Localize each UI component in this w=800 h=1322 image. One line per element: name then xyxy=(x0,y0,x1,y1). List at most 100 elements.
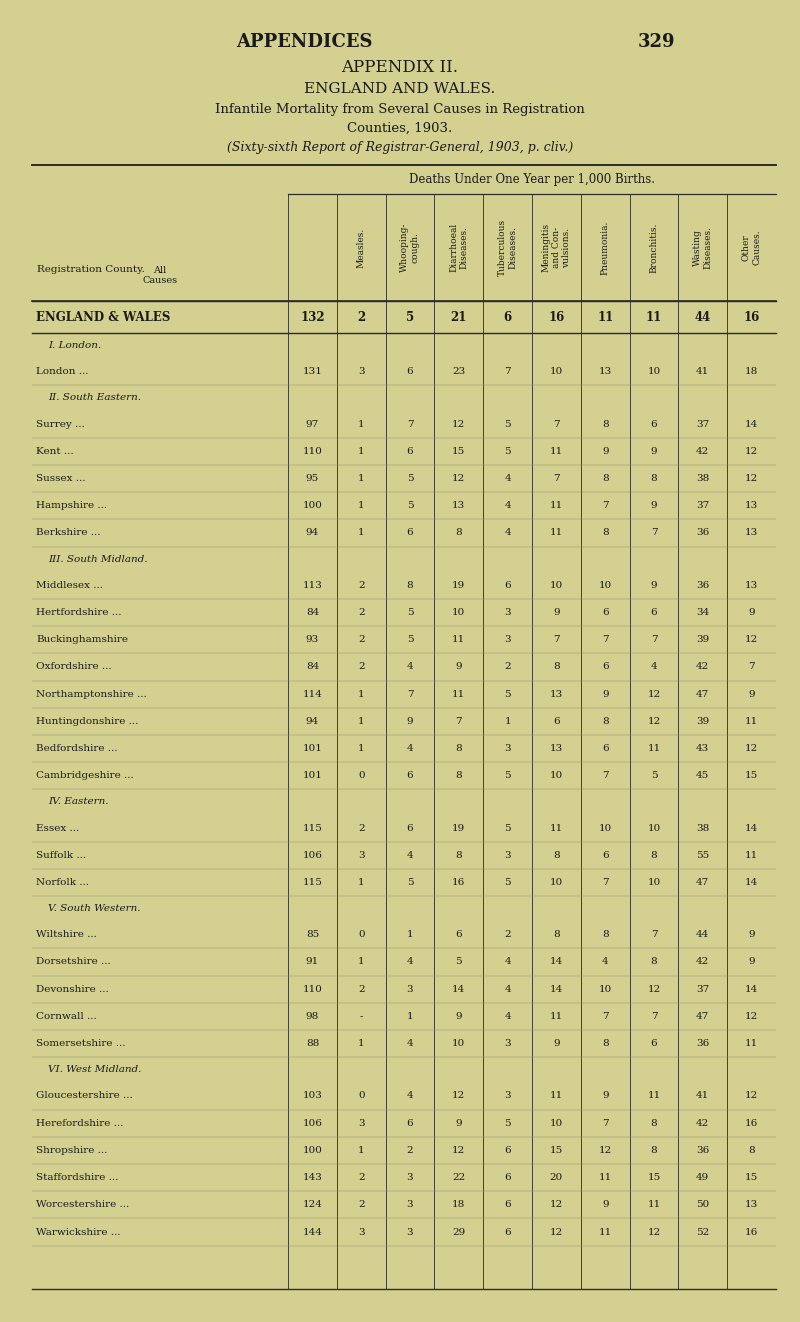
Text: 10: 10 xyxy=(550,1118,563,1128)
Text: 4: 4 xyxy=(504,501,511,510)
Text: 113: 113 xyxy=(302,580,322,590)
Text: 85: 85 xyxy=(306,931,319,939)
Text: 6: 6 xyxy=(553,717,560,726)
Text: 16: 16 xyxy=(548,311,565,324)
Text: Warwickshire ...: Warwickshire ... xyxy=(36,1228,121,1236)
Text: Buckinghamshire: Buckinghamshire xyxy=(36,635,128,644)
Text: 42: 42 xyxy=(696,447,710,456)
Text: 11: 11 xyxy=(550,824,563,833)
Text: Surrey ...: Surrey ... xyxy=(36,419,85,428)
Text: 8: 8 xyxy=(748,1146,755,1155)
Text: Wiltshire ...: Wiltshire ... xyxy=(36,931,97,939)
Text: 7: 7 xyxy=(553,635,560,644)
Text: Measles.: Measles. xyxy=(357,227,366,267)
Text: 4: 4 xyxy=(602,957,609,966)
Text: II. South Eastern.: II. South Eastern. xyxy=(48,394,141,402)
Text: Herefordshire ...: Herefordshire ... xyxy=(36,1118,123,1128)
Text: 0: 0 xyxy=(358,1092,365,1100)
Text: Registration County.: Registration County. xyxy=(37,264,145,274)
Text: 12: 12 xyxy=(745,1011,758,1021)
Text: 1: 1 xyxy=(358,529,365,538)
Text: Hampshire ...: Hampshire ... xyxy=(36,501,107,510)
Text: 1: 1 xyxy=(358,501,365,510)
Text: 7: 7 xyxy=(553,475,560,483)
Text: 1: 1 xyxy=(504,717,511,726)
Text: VI. West Midland.: VI. West Midland. xyxy=(48,1066,142,1075)
Text: 11: 11 xyxy=(598,1228,612,1236)
Text: 5: 5 xyxy=(504,824,511,833)
Text: 2: 2 xyxy=(358,608,365,617)
Text: 12: 12 xyxy=(550,1228,563,1236)
Text: 84: 84 xyxy=(306,608,319,617)
Text: 3: 3 xyxy=(358,1118,365,1128)
Text: 1: 1 xyxy=(358,878,365,887)
Text: 101: 101 xyxy=(302,744,322,754)
Text: 12: 12 xyxy=(550,1200,563,1210)
Text: 20: 20 xyxy=(550,1173,563,1182)
Text: 7: 7 xyxy=(553,419,560,428)
Text: 12: 12 xyxy=(745,447,758,456)
Text: 329: 329 xyxy=(638,33,674,52)
Text: Whooping-
cough.: Whooping- cough. xyxy=(400,223,420,272)
Text: 115: 115 xyxy=(302,824,322,833)
Text: 95: 95 xyxy=(306,475,319,483)
Text: 11: 11 xyxy=(646,311,662,324)
Text: Devonshire ...: Devonshire ... xyxy=(36,985,109,994)
Text: 131: 131 xyxy=(302,368,322,377)
Text: 7: 7 xyxy=(650,529,658,538)
Text: 10: 10 xyxy=(550,878,563,887)
Text: 44: 44 xyxy=(694,311,711,324)
Text: 9: 9 xyxy=(553,608,560,617)
Text: 6: 6 xyxy=(650,608,658,617)
Text: 2: 2 xyxy=(504,931,511,939)
Text: 2: 2 xyxy=(358,635,365,644)
Text: 6: 6 xyxy=(602,851,609,859)
Text: 11: 11 xyxy=(647,1092,661,1100)
Text: 2: 2 xyxy=(358,662,365,672)
Text: 9: 9 xyxy=(406,717,414,726)
Text: 37: 37 xyxy=(696,419,710,428)
Text: Infantile Mortality from Several Causes in Registration: Infantile Mortality from Several Causes … xyxy=(215,103,585,116)
Text: Other
Causes.: Other Causes. xyxy=(742,230,762,266)
Text: 9: 9 xyxy=(748,931,755,939)
Text: 5: 5 xyxy=(504,771,511,780)
Text: 15: 15 xyxy=(745,1173,758,1182)
Text: IV. Eastern.: IV. Eastern. xyxy=(48,797,109,806)
Text: 19: 19 xyxy=(452,580,466,590)
Text: 42: 42 xyxy=(696,1118,710,1128)
Text: 9: 9 xyxy=(650,501,658,510)
Text: 12: 12 xyxy=(647,985,661,994)
Text: 7: 7 xyxy=(406,690,414,698)
Text: 11: 11 xyxy=(550,501,563,510)
Text: 43: 43 xyxy=(696,744,710,754)
Text: 9: 9 xyxy=(602,1092,609,1100)
Text: 3: 3 xyxy=(406,1228,414,1236)
Text: 7: 7 xyxy=(650,931,658,939)
Text: 11: 11 xyxy=(647,1200,661,1210)
Text: 8: 8 xyxy=(602,529,609,538)
Text: Worcestershire ...: Worcestershire ... xyxy=(36,1200,130,1210)
Text: 2: 2 xyxy=(358,580,365,590)
Text: 52: 52 xyxy=(696,1228,710,1236)
Text: 5: 5 xyxy=(504,419,511,428)
Text: 88: 88 xyxy=(306,1039,319,1048)
Text: Bedfordshire ...: Bedfordshire ... xyxy=(36,744,118,754)
Text: 22: 22 xyxy=(452,1173,466,1182)
Text: 11: 11 xyxy=(550,529,563,538)
Text: 11: 11 xyxy=(452,690,466,698)
Text: 13: 13 xyxy=(550,690,563,698)
Text: 5: 5 xyxy=(406,608,414,617)
Text: 10: 10 xyxy=(598,824,612,833)
Text: 106: 106 xyxy=(302,1118,322,1128)
Text: 6: 6 xyxy=(503,311,512,324)
Text: 7: 7 xyxy=(650,635,658,644)
Text: Oxfordshire ...: Oxfordshire ... xyxy=(36,662,112,672)
Text: Wasting
Diseases.: Wasting Diseases. xyxy=(693,226,713,270)
Text: 3: 3 xyxy=(358,851,365,859)
Text: 47: 47 xyxy=(696,1011,710,1021)
Text: 7: 7 xyxy=(602,635,609,644)
Text: 42: 42 xyxy=(696,662,710,672)
Text: 8: 8 xyxy=(602,475,609,483)
Text: 34: 34 xyxy=(696,608,710,617)
Text: 41: 41 xyxy=(696,1092,710,1100)
